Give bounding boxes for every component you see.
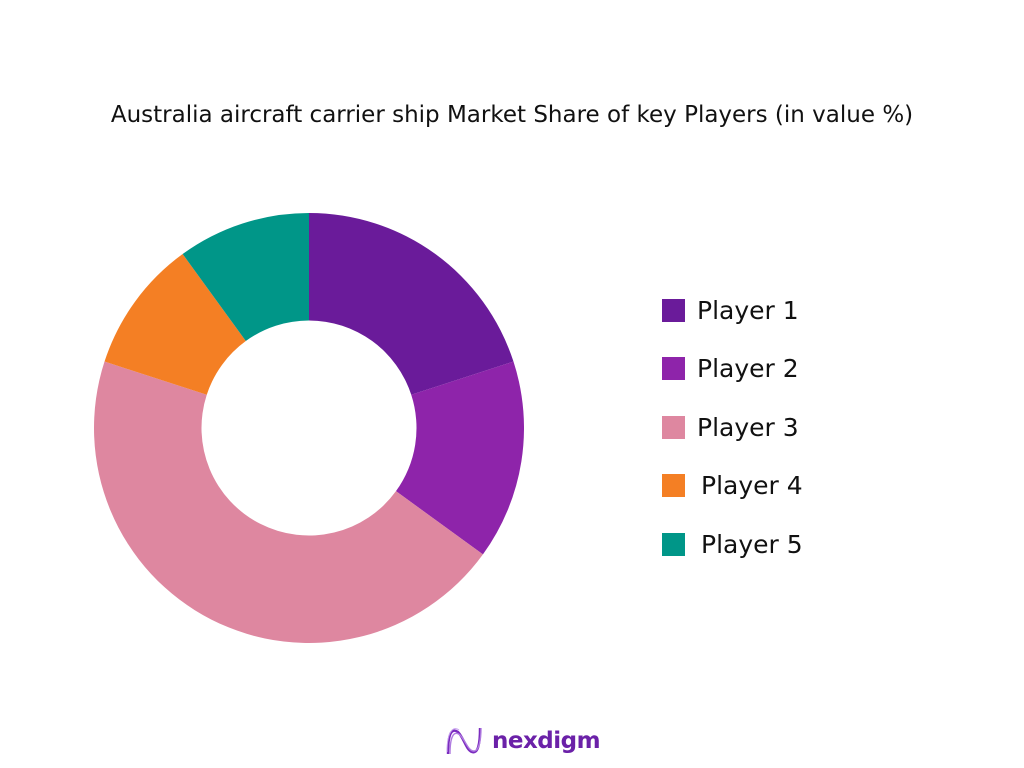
legend-swatch [662, 415, 685, 439]
donut-chart [94, 213, 524, 643]
legend-swatch [662, 357, 685, 381]
brand-logo: nexdigm [444, 724, 601, 758]
legend-swatch [662, 298, 685, 322]
donut-slice-player-3 [94, 361, 483, 643]
chart-title: Australia aircraft carrier ship Market S… [110, 102, 914, 128]
brand-name: nexdigm [492, 728, 601, 754]
legend-item-player-3: Player 3 [662, 407, 803, 447]
legend-label: Player 3 [697, 412, 799, 442]
legend-swatch [662, 532, 685, 556]
nexdigm-wave-logo-icon [446, 727, 482, 755]
legend-label: Player 4 [701, 471, 803, 501]
legend-item-player-1: Player 1 [662, 290, 803, 330]
donut-slice-player-1 [309, 213, 514, 395]
donut-slice-player-2 [395, 361, 524, 555]
donut-slice-player-5 [182, 213, 309, 342]
legend-item-player-5: Player 5 [662, 524, 803, 564]
legend-swatch [662, 474, 685, 498]
donut-slice-player-4 [104, 254, 246, 395]
chart-legend: Player 1 Player 2 Player 3 Player 4 Player 5 [662, 290, 803, 583]
legend-label: Player 2 [697, 354, 799, 384]
legend-label: Player 5 [701, 529, 803, 559]
legend-item-player-2: Player 2 [662, 349, 803, 389]
legend-item-player-4: Player 4 [662, 466, 803, 506]
legend-label: Player 1 [697, 295, 799, 325]
